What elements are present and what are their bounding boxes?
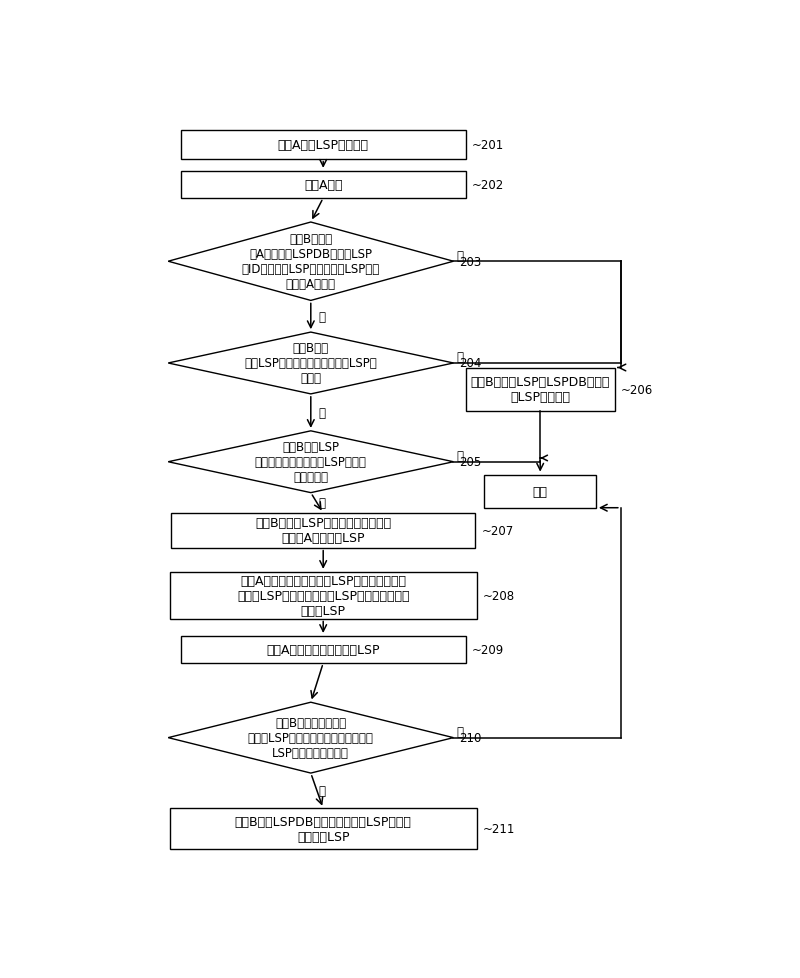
Text: 设备A根据认证信息对已有LSP进行认证，并根
据已有LSP更新本地保存的LSP的序列号，并重
新生成LSP: 设备A根据认证信息对已有LSP进行认证，并根 据已有LSP更新本地保存的LSP的… [237,574,410,617]
FancyBboxPatch shape [466,368,614,412]
Text: 设备A向外通告重新生成的LSP: 设备A向外通告重新生成的LSP [266,644,380,656]
Text: 是: 是 [318,407,326,420]
Text: 设备B对新LSP
进行认证处理，判断新LSP是否能
够通过认证: 设备B对新LSP 进行认证处理，判断新LSP是否能 够通过认证 [255,441,366,484]
Text: 否: 否 [457,249,463,262]
Text: 是: 是 [318,497,326,510]
Text: 设备B对接收到的重新
生成的LSP进行认证，判断重新生成的
LSP是否能够通过认证: 设备B对接收到的重新 生成的LSP进行认证，判断重新生成的 LSP是否能够通过认… [248,717,374,759]
Text: ~201: ~201 [472,139,504,152]
Polygon shape [168,431,454,493]
Text: ~208: ~208 [483,589,515,602]
Text: 结束: 结束 [533,485,548,498]
Text: ~202: ~202 [472,179,504,192]
Polygon shape [168,333,454,394]
FancyBboxPatch shape [170,572,477,619]
FancyBboxPatch shape [485,475,596,509]
Text: 设备B更新LSPDB中与重新生成的LSP的标识
号相同的LSP: 设备B更新LSPDB中与重新生成的LSP的标识 号相同的LSP [234,815,412,843]
Text: ~209: ~209 [472,644,504,656]
Text: ~206: ~206 [621,383,653,396]
Text: 203: 203 [459,255,482,268]
FancyBboxPatch shape [181,171,466,199]
FancyBboxPatch shape [181,637,466,663]
Text: 设备B判断
该新LSP的序列号是否小于已有LSP的
序列号: 设备B判断 该新LSP的序列号是否小于已有LSP的 序列号 [245,342,377,385]
Text: 设备B根据新LSP对LSPDB中的已
有LSP进行更新: 设备B根据新LSP对LSPDB中的已 有LSP进行更新 [470,376,610,404]
Polygon shape [168,702,454,774]
Polygon shape [168,223,454,301]
Text: 设备A进行LSP认证配置: 设备A进行LSP认证配置 [278,139,369,152]
Text: 设备B接收设
备A发送的与LSPDB中已有LSP
的ID相同的新LSP，判断该新LSP是否
由设备A生成号: 设备B接收设 备A发送的与LSPDB中已有LSP 的ID相同的新LSP，判断该新… [242,233,380,290]
Text: ~207: ~207 [482,524,514,537]
Text: ~211: ~211 [483,822,515,835]
Text: 否: 否 [457,726,463,738]
Text: 210: 210 [459,732,482,744]
Text: 否: 否 [457,351,463,364]
FancyBboxPatch shape [181,131,466,159]
Text: 是: 是 [318,310,326,324]
FancyBboxPatch shape [170,809,477,849]
Text: 设备A重启: 设备A重启 [304,179,342,192]
Text: 是: 是 [318,784,326,797]
Text: 否: 否 [457,450,463,463]
Text: 204: 204 [459,357,482,370]
Text: 设备B在已有LSP中添加认证信息，并
向设备A返回已有LSP: 设备B在已有LSP中添加认证信息，并 向设备A返回已有LSP [255,516,391,545]
Text: 205: 205 [459,456,482,468]
FancyBboxPatch shape [171,513,475,548]
